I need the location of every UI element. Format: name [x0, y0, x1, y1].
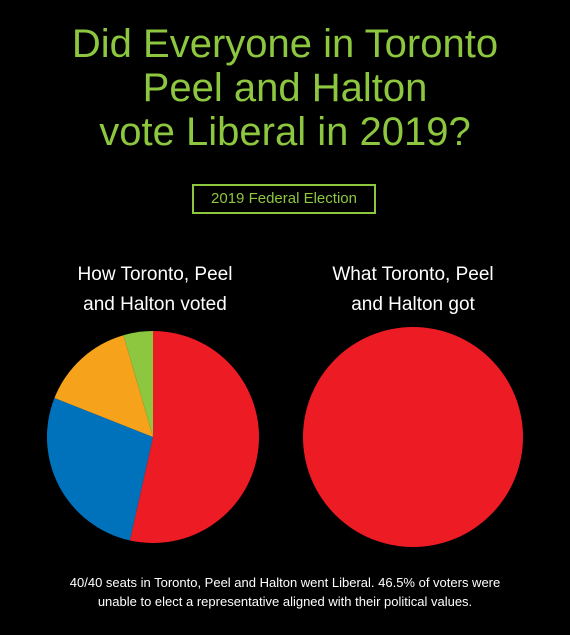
- votes-pie-slice-1: [129, 331, 259, 543]
- right-pie-title-line-2: and Halton got: [351, 294, 475, 315]
- footer-line-1: 40/40 seats in Toronto, Peel and Halton …: [69, 575, 501, 590]
- votes-pie-chart: [46, 331, 259, 543]
- chart-title: Did Everyone in Toronto Peel and Halton …: [0, 22, 570, 154]
- footer-line-2: unable to elect a representative aligned…: [97, 594, 473, 609]
- title-line-3: vote Liberal in 2019?: [99, 110, 471, 154]
- left-pie-title-line-2: and Halton voted: [83, 294, 227, 315]
- pie-charts: [46, 327, 523, 547]
- title-line-1: Did Everyone in Toronto: [71, 22, 499, 66]
- votes-pie-slice-2: [46, 397, 153, 541]
- seats-pie-slice-1: [303, 327, 523, 547]
- votes-pie-slice-3: [54, 335, 153, 437]
- subtitle-badge: 2019 Federal Election: [192, 184, 376, 214]
- footer-note: 40/40 seats in Toronto, Peel and Halton …: [0, 573, 570, 611]
- right-pie-title: What Toronto, Peel and Halton got: [288, 260, 538, 320]
- votes-pie-slice-4: [123, 331, 153, 437]
- right-pie-title-line-1: What Toronto, Peel: [332, 264, 494, 285]
- left-pie-title: How Toronto, Peel and Halton voted: [30, 260, 280, 320]
- seats-pie-chart: [303, 327, 523, 547]
- title-line-2: Peel and Halton: [142, 66, 428, 110]
- left-pie-title-line-1: How Toronto, Peel: [77, 264, 233, 285]
